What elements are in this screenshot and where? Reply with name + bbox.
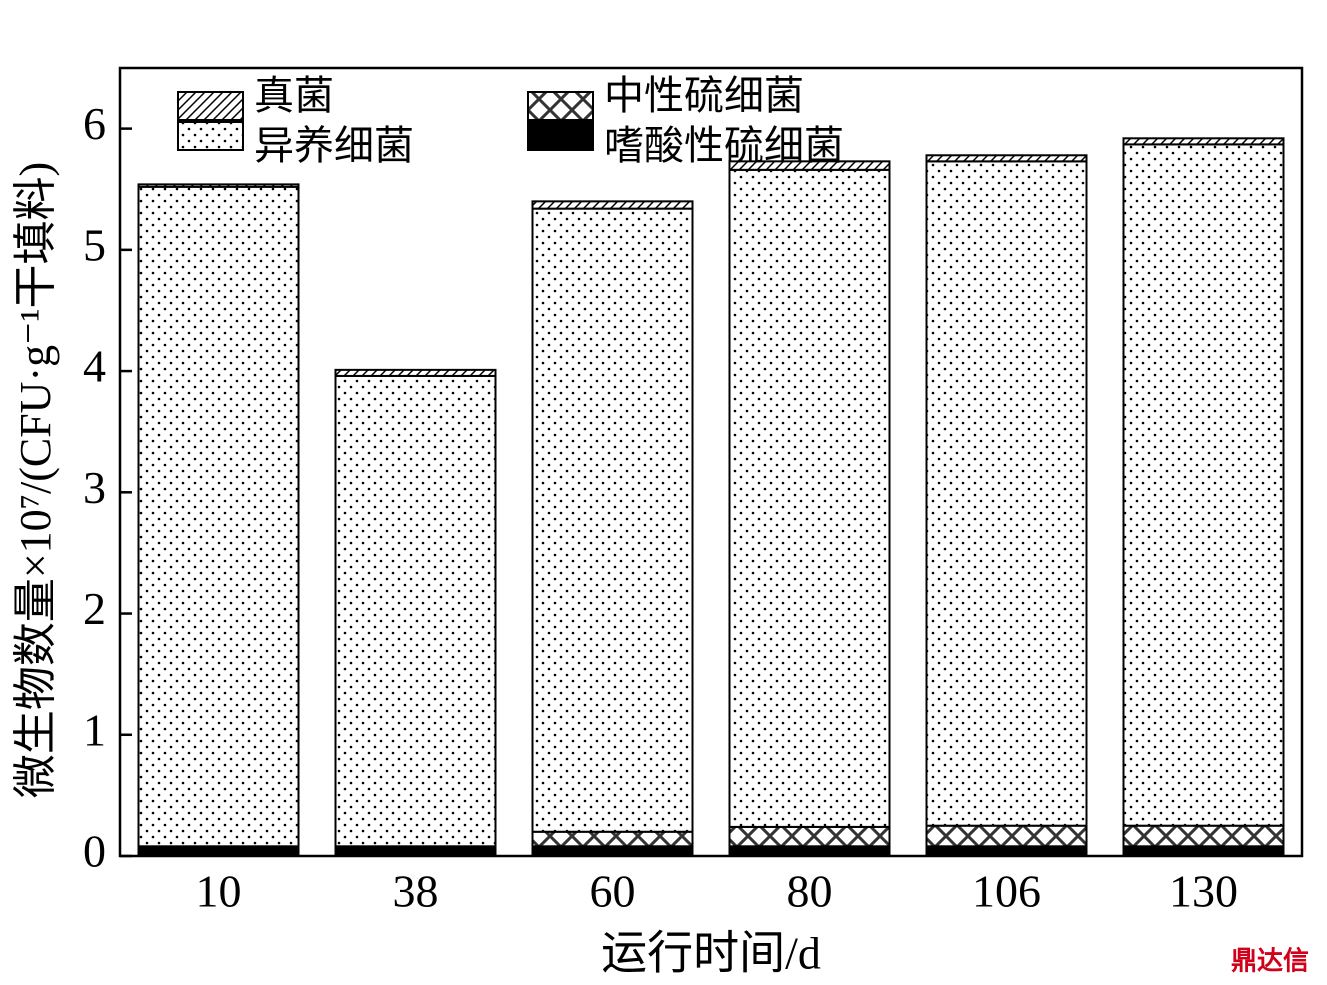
bar-segment — [1122, 845, 1285, 857]
y-tick-label: 2 — [83, 583, 106, 634]
legend-swatch — [177, 121, 244, 151]
legend-label: 中性硫细菌 — [604, 73, 804, 118]
bar-segment — [531, 207, 694, 833]
y-tick-label: 1 — [83, 704, 106, 755]
x-tick-label: 10 — [196, 866, 242, 917]
legend-swatch — [177, 91, 244, 121]
bar-segment — [728, 825, 891, 848]
legend-label: 嗜酸性硫细菌 — [604, 123, 844, 168]
bar-segment — [334, 374, 497, 848]
watermark: 鼎达信 — [1231, 947, 1309, 977]
x-tick-label: 106 — [972, 866, 1041, 917]
bar-segment — [925, 824, 1088, 848]
y-tick-label: 6 — [83, 98, 106, 149]
bar-segment — [1122, 824, 1285, 848]
bar-segment — [137, 845, 300, 857]
x-tick-label: 60 — [590, 866, 636, 917]
y-tick-label: 4 — [83, 341, 106, 392]
bar-segment — [531, 200, 694, 210]
bar-segment — [334, 368, 497, 377]
y-tick-label: 5 — [83, 219, 106, 270]
bar-segment — [137, 185, 300, 848]
y-axis-title: 微生物数量×10⁷/(CFU·g⁻¹干填料) — [11, 162, 60, 798]
legend-swatch — [527, 91, 594, 121]
bar-segment — [334, 845, 497, 857]
legend-swatch — [527, 121, 594, 151]
legend-label: 异养细菌 — [254, 123, 414, 168]
bar-segment — [1122, 143, 1285, 827]
x-axis-title: 运行时间/d — [601, 928, 821, 979]
bar-segment — [925, 154, 1088, 163]
plot-frame — [118, 66, 1304, 858]
bar-segment — [137, 183, 300, 188]
bar-segment — [531, 830, 694, 848]
bar-segment — [925, 845, 1088, 857]
bar-segment — [728, 168, 891, 828]
y-tick-label: 3 — [83, 462, 106, 513]
bar-segment — [531, 845, 694, 857]
x-tick-label: 130 — [1169, 866, 1238, 917]
y-tick-label: 0 — [83, 826, 106, 877]
x-tick-label: 38 — [393, 866, 439, 917]
bar-segment — [1122, 137, 1285, 146]
bar-segment — [925, 160, 1088, 827]
bar-segment — [728, 845, 891, 857]
legend-label: 真菌 — [254, 73, 334, 118]
bar-segment — [728, 160, 891, 171]
x-tick-label: 80 — [787, 866, 833, 917]
